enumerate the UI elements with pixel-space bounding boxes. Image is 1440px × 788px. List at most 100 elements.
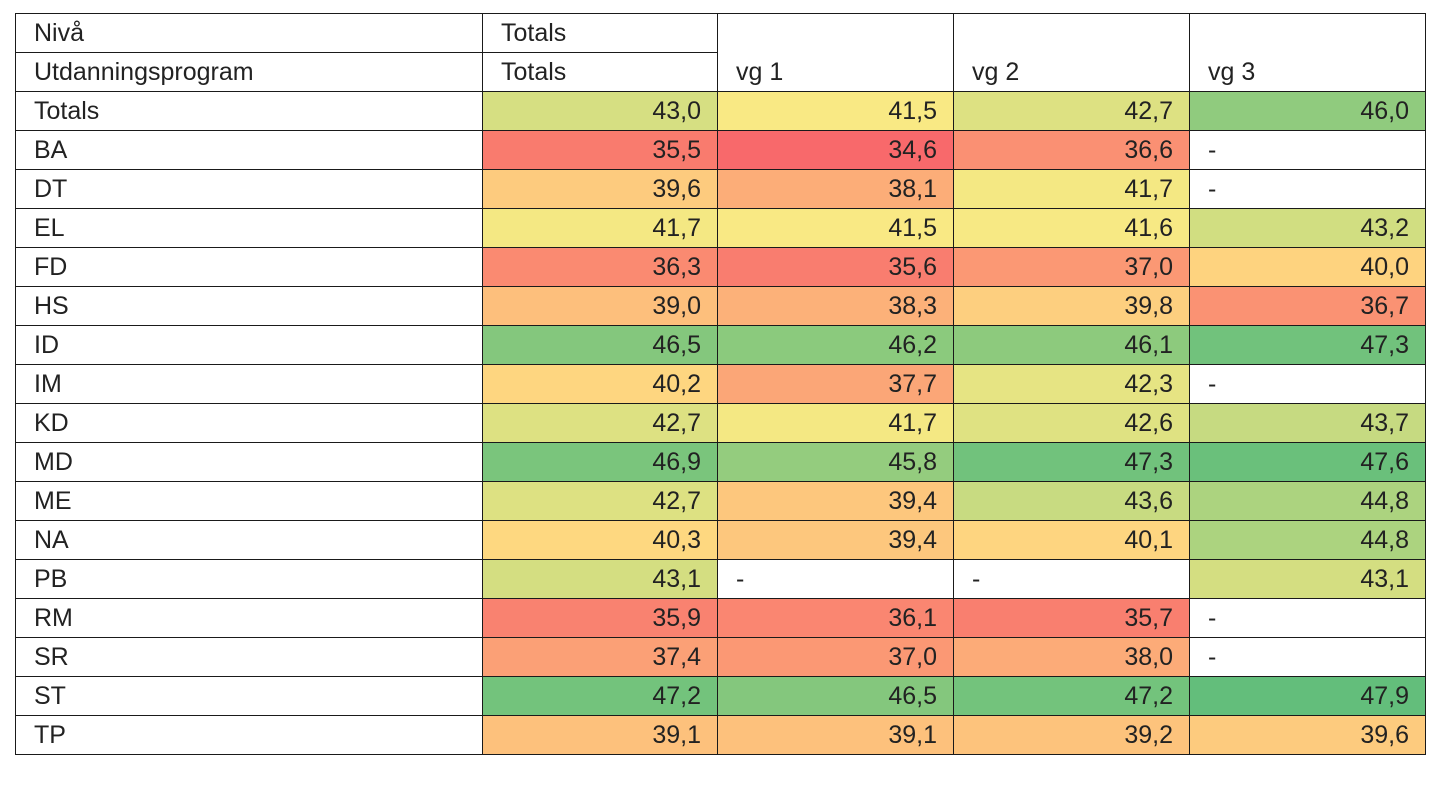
- heatmap-table: Nivå Totals vg 1 vg 2 vg 3 Utdanningspro…: [15, 13, 1426, 755]
- row-label: ST: [15, 676, 483, 716]
- table-row: KD 42,7 41,7 42,6 43,7: [15, 403, 1426, 443]
- value-cell: 39,4: [717, 481, 954, 521]
- empty-cell: -: [1189, 169, 1426, 209]
- value-cell: 37,0: [717, 637, 954, 677]
- value-cell: 36,7: [1189, 286, 1426, 326]
- value-cell: 46,0: [1189, 91, 1426, 131]
- value-cell: 35,5: [482, 130, 718, 170]
- value-cell: 39,2: [953, 715, 1190, 755]
- value-cell: 35,6: [717, 247, 954, 287]
- row-label: HS: [15, 286, 483, 326]
- row-label: NA: [15, 520, 483, 560]
- value-cell: 39,6: [1189, 715, 1426, 755]
- empty-cell: -: [1189, 637, 1426, 677]
- value-cell: 41,7: [953, 169, 1190, 209]
- table-row: MD 46,9 45,8 47,3 47,6: [15, 442, 1426, 482]
- value-cell: 42,6: [953, 403, 1190, 443]
- table-row: RM 35,9 36,1 35,7-: [15, 598, 1426, 638]
- value-cell: 36,1: [717, 598, 954, 638]
- value-cell: 46,5: [717, 676, 954, 716]
- table-row: DT 39,6 38,1 41,7-: [15, 169, 1426, 209]
- value-cell: 39,1: [482, 715, 718, 755]
- value-cell: 39,4: [717, 520, 954, 560]
- value-cell: 38,3: [717, 286, 954, 326]
- empty-cell: -: [717, 559, 954, 599]
- empty-cell: -: [1189, 364, 1426, 404]
- row-label: PB: [15, 559, 483, 599]
- table-row: HS 39,0 38,3 39,8 36,7: [15, 286, 1426, 326]
- row-label: DT: [15, 169, 483, 209]
- value-cell: 46,1: [953, 325, 1190, 365]
- header-totals-bottom: Totals: [482, 52, 718, 92]
- value-cell: 36,6: [953, 130, 1190, 170]
- header-row-level: Nivå Totals vg 1 vg 2 vg 3: [15, 13, 1426, 92]
- value-cell: 35,9: [482, 598, 718, 638]
- value-cell: 36,3: [482, 247, 718, 287]
- header-totals-top: Totals: [482, 13, 718, 53]
- value-cell: 47,6: [1189, 442, 1426, 482]
- value-cell: 47,2: [482, 676, 718, 716]
- value-cell: 47,9: [1189, 676, 1426, 716]
- table-row: ME 42,7 39,4 43,6 44,8: [15, 481, 1426, 521]
- header-vg2: vg 2: [953, 13, 1190, 92]
- table-row: FD 36,3 35,6 37,0 40,0: [15, 247, 1426, 287]
- value-cell: 42,7: [482, 403, 718, 443]
- value-cell: 38,0: [953, 637, 1190, 677]
- table-row: ID 46,5 46,2 46,1 47,3: [15, 325, 1426, 365]
- value-cell: 43,2: [1189, 208, 1426, 248]
- row-label: ME: [15, 481, 483, 521]
- value-cell: 39,1: [717, 715, 954, 755]
- value-cell: 40,1: [953, 520, 1190, 560]
- header-utdanningsprogram-label: Utdanningsprogram: [15, 52, 483, 92]
- value-cell: 43,1: [482, 559, 718, 599]
- value-cell: 47,3: [1189, 325, 1426, 365]
- value-cell: 45,8: [717, 442, 954, 482]
- empty-cell: -: [1189, 598, 1426, 638]
- value-cell: 44,8: [1189, 520, 1426, 560]
- table-row: Totals 43,0 41,5 42,7 46,0: [15, 91, 1426, 131]
- value-cell: 40,3: [482, 520, 718, 560]
- value-cell: 37,7: [717, 364, 954, 404]
- row-label: MD: [15, 442, 483, 482]
- value-cell: 47,3: [953, 442, 1190, 482]
- empty-cell: -: [1189, 130, 1426, 170]
- row-label: EL: [15, 208, 483, 248]
- value-cell: 37,4: [482, 637, 718, 677]
- value-cell: 46,9: [482, 442, 718, 482]
- value-cell: 46,5: [482, 325, 718, 365]
- value-cell: 34,6: [717, 130, 954, 170]
- value-cell: 39,8: [953, 286, 1190, 326]
- table-row: IM 40,2 37,7 42,3-: [15, 364, 1426, 404]
- row-label: KD: [15, 403, 483, 443]
- row-label: ID: [15, 325, 483, 365]
- row-label: RM: [15, 598, 483, 638]
- value-cell: 43,1: [1189, 559, 1426, 599]
- value-cell: 47,2: [953, 676, 1190, 716]
- value-cell: 42,3: [953, 364, 1190, 404]
- row-label: IM: [15, 364, 483, 404]
- value-cell: 41,6: [953, 208, 1190, 248]
- table-row: TP 39,1 39,1 39,2 39,6: [15, 715, 1426, 755]
- value-cell: 41,7: [717, 403, 954, 443]
- value-cell: 40,0: [1189, 247, 1426, 287]
- table-row: BA 35,5 34,6 36,6-: [15, 130, 1426, 170]
- heatmap-body: Nivå Totals vg 1 vg 2 vg 3 Utdanningspro…: [15, 13, 1426, 755]
- header-vg3: vg 3: [1189, 13, 1426, 92]
- value-cell: 35,7: [953, 598, 1190, 638]
- value-cell: 41,5: [717, 91, 954, 131]
- value-cell: 39,0: [482, 286, 718, 326]
- value-cell: 41,7: [482, 208, 718, 248]
- value-cell: 46,2: [717, 325, 954, 365]
- row-label: FD: [15, 247, 483, 287]
- empty-cell: -: [953, 559, 1190, 599]
- value-cell: 38,1: [717, 169, 954, 209]
- table-row: EL 41,7 41,5 41,6 43,2: [15, 208, 1426, 248]
- value-cell: 43,7: [1189, 403, 1426, 443]
- row-label: BA: [15, 130, 483, 170]
- value-cell: 43,6: [953, 481, 1190, 521]
- header-niva-label: Nivå: [15, 13, 483, 53]
- value-cell: 42,7: [482, 481, 718, 521]
- value-cell: 44,8: [1189, 481, 1426, 521]
- header-row-program: Utdanningsprogram Totals: [15, 52, 1426, 92]
- table-row: NA 40,3 39,4 40,1 44,8: [15, 520, 1426, 560]
